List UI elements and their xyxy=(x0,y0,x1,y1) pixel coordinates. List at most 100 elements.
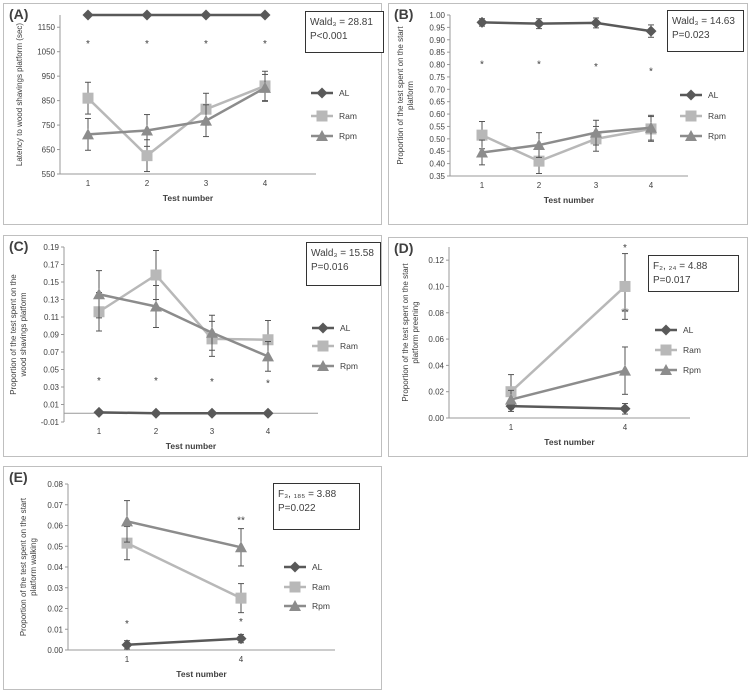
series-line-Ram xyxy=(98,273,269,341)
y-tick-label: 0.11 xyxy=(44,313,60,322)
y-tick-label: 0.17 xyxy=(43,261,59,270)
y-tick-label: 1150 xyxy=(38,23,56,32)
y-tick-label: 0.02 xyxy=(47,605,63,614)
x-tick-label: 1 xyxy=(97,427,102,436)
y-tick-label: 0.06 xyxy=(47,522,63,531)
data-point-AL xyxy=(206,407,218,419)
panel-label: (B) xyxy=(394,6,413,22)
y-axis-label: Proportion of the test spent on the star… xyxy=(401,263,420,402)
legend-label-Ram: Ram xyxy=(340,341,358,351)
x-tick-label: 4 xyxy=(266,427,271,436)
panel-label: (E) xyxy=(9,469,28,485)
data-point-AL xyxy=(476,16,488,28)
y-tick-label: 0.45 xyxy=(429,147,445,156)
y-axis-label-line: Proportion of the test spent on the star… xyxy=(19,497,28,636)
data-point-Rpm xyxy=(259,81,271,93)
data-point-AL xyxy=(533,18,545,30)
significance-mark: * xyxy=(480,59,484,70)
data-point-Rpm xyxy=(141,124,153,136)
y-tick-label: 650 xyxy=(42,146,56,155)
panel-2: -0.01 0.01 0.03 0.05 0.07 0.09 0.11 0.13 0.15 0.1… xyxy=(3,235,382,457)
legend-label-Rpm: Rpm xyxy=(312,601,330,611)
y-tick-label: 0.40 xyxy=(429,160,445,169)
data-point-Ram xyxy=(150,269,162,281)
y-tick-label: 0.05 xyxy=(47,542,63,551)
y-tick-label: 0.08 xyxy=(47,480,63,489)
x-tick-label: 2 xyxy=(145,179,150,188)
significance-mark: * xyxy=(537,59,541,70)
data-point-AL xyxy=(590,17,602,29)
series-line-Rpm xyxy=(126,520,242,549)
legend-label-Rpm: Rpm xyxy=(339,131,357,141)
y-axis-label-line: platform preening xyxy=(411,301,420,363)
data-point-Ram xyxy=(476,129,488,141)
data-point-Rpm xyxy=(206,326,218,338)
legend-label-AL: AL xyxy=(312,562,323,572)
stat-line: Wald₃ = 15.58 xyxy=(311,248,374,259)
y-axis-label-line: platform walking xyxy=(29,538,38,596)
y-axis-label-line: wood shavings platform xyxy=(19,292,28,377)
data-point-Rpm xyxy=(82,128,94,140)
y-tick-label: 0.80 xyxy=(429,61,445,70)
data-point-Ram xyxy=(619,280,631,292)
significance-mark: * xyxy=(594,62,598,73)
data-point-Rpm xyxy=(476,146,488,158)
stat-line: P<0.001 xyxy=(310,31,348,42)
x-tick-label: 4 xyxy=(263,179,268,188)
x-tick-label: 3 xyxy=(594,181,599,190)
y-tick-label: 0.00 xyxy=(47,646,63,655)
data-point-Rpm xyxy=(645,121,657,133)
significance-mark: ** xyxy=(237,515,245,526)
y-tick-label: 0.90 xyxy=(429,36,445,45)
y-tick-label: 0.09 xyxy=(43,331,59,340)
legend-label-AL: AL xyxy=(683,325,694,335)
legend-marker-AL xyxy=(685,89,697,101)
series-line-AL xyxy=(481,21,652,33)
y-tick-label: 0.08 xyxy=(428,309,444,318)
y-tick-label: 850 xyxy=(42,97,56,106)
y-tick-label: 0.02 xyxy=(428,388,444,397)
y-tick-label: 0.03 xyxy=(47,584,63,593)
y-axis-label-line: Latency to wood shavings platform (sec) xyxy=(15,23,24,167)
panel-1: 0.35 0.40 0.45 0.50 0.55 0.60 0.65 0.70 0.75 0.80… xyxy=(388,3,748,225)
legend-label-Ram: Ram xyxy=(312,582,330,592)
legend-label-AL: AL xyxy=(340,323,351,333)
data-point-AL xyxy=(93,406,105,418)
significance-mark: * xyxy=(649,67,653,78)
data-point-AL xyxy=(262,407,274,419)
legend-label-Ram: Ram xyxy=(683,345,701,355)
y-tick-label: 0.04 xyxy=(47,563,63,572)
y-axis-label-line: platform xyxy=(406,81,415,110)
y-axis-label: Proportion of the test spent on the star… xyxy=(19,497,38,636)
y-tick-label: 0.95 xyxy=(429,23,445,32)
stat-box xyxy=(305,11,384,53)
significance-mark: * xyxy=(210,377,214,388)
y-tick-label: 0.19 xyxy=(43,243,59,252)
data-point-Ram xyxy=(121,537,133,549)
data-point-Rpm xyxy=(93,288,105,300)
panel-label: (A) xyxy=(9,6,28,22)
legend-marker-Rpm xyxy=(685,130,697,141)
data-point-Ram xyxy=(262,334,274,346)
stat-box xyxy=(667,10,744,52)
series-line-Ram xyxy=(510,285,626,393)
data-point-AL xyxy=(200,9,212,21)
stat-box xyxy=(273,483,360,530)
stat-line: P=0.016 xyxy=(311,262,349,273)
legend-label-AL: AL xyxy=(708,90,719,100)
x-axis-label: Test number xyxy=(176,669,227,679)
significance-mark: * xyxy=(145,39,149,50)
x-tick-label: 3 xyxy=(204,179,209,188)
series-line-Rpm xyxy=(510,369,626,401)
stat-line: P=0.022 xyxy=(278,503,316,514)
legend-marker-Ram xyxy=(289,581,301,593)
data-point-Rpm xyxy=(235,541,247,553)
x-tick-label: 2 xyxy=(154,427,159,436)
legend-label-AL: AL xyxy=(339,88,350,98)
legend-marker-Ram xyxy=(660,344,672,356)
series-line-Ram xyxy=(126,542,242,600)
y-axis-label-line: Proportion of the test spent on the xyxy=(9,274,18,395)
data-point-Ram xyxy=(141,150,153,162)
legend-label-Rpm: Rpm xyxy=(708,131,726,141)
legend-label-Ram: Ram xyxy=(708,111,726,121)
